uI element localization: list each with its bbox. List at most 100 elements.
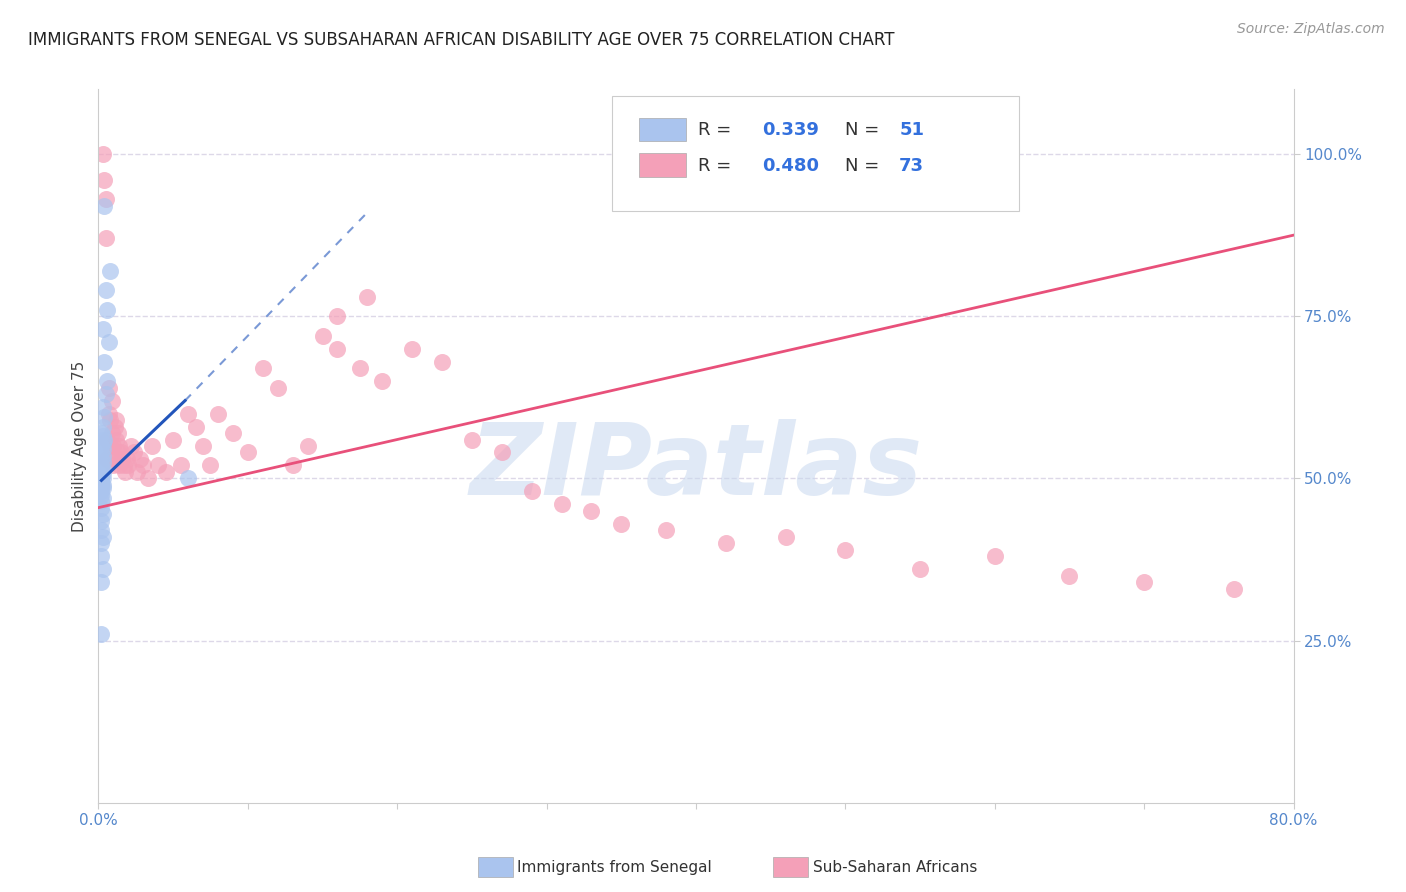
Point	[117, 458, 139, 473]
Point	[356, 290, 378, 304]
Text: 0.480: 0.480	[762, 157, 818, 175]
Point	[162, 433, 184, 447]
Point	[120, 439, 142, 453]
Point	[90, 500, 112, 515]
Point	[93, 433, 115, 447]
Point	[90, 425, 112, 440]
Point	[91, 455, 114, 469]
Point	[90, 475, 112, 489]
Point	[97, 335, 120, 350]
Point	[90, 465, 112, 479]
Point	[90, 549, 112, 564]
FancyBboxPatch shape	[613, 96, 1018, 211]
Point	[110, 445, 132, 459]
Point	[1059, 568, 1081, 582]
Point	[91, 147, 114, 161]
Point	[105, 433, 128, 447]
Point	[100, 413, 122, 427]
Point	[132, 458, 155, 473]
Point	[326, 310, 349, 324]
Point	[100, 264, 122, 278]
Text: IMMIGRANTS FROM SENEGAL VS SUBSAHARAN AFRICAN DISABILITY AGE OVER 75 CORRELATION: IMMIGRANTS FROM SENEGAL VS SUBSAHARAN AF…	[28, 31, 894, 49]
Point	[90, 536, 112, 550]
Point	[103, 458, 125, 473]
Point	[94, 231, 117, 245]
Text: ZIPatlas: ZIPatlas	[470, 419, 922, 516]
Point	[90, 439, 112, 453]
Point	[90, 478, 112, 492]
Point	[96, 302, 118, 317]
Point	[520, 484, 543, 499]
Point	[91, 530, 114, 544]
Point	[984, 549, 1007, 564]
Point	[107, 445, 129, 459]
Point	[90, 473, 112, 487]
Point	[148, 458, 170, 473]
Point	[136, 471, 159, 485]
Point	[103, 439, 125, 453]
Text: 73: 73	[900, 157, 924, 175]
Point	[430, 354, 453, 368]
Point	[655, 524, 678, 538]
Point	[297, 439, 319, 453]
Point	[91, 419, 114, 434]
Point	[91, 461, 114, 475]
Point	[94, 387, 117, 401]
Point	[908, 562, 931, 576]
Point	[91, 400, 114, 414]
Point	[115, 452, 138, 467]
Point	[91, 322, 114, 336]
Point	[581, 504, 603, 518]
FancyBboxPatch shape	[638, 118, 686, 141]
Point	[349, 361, 371, 376]
Point	[90, 469, 112, 483]
Point	[141, 439, 163, 453]
Point	[155, 465, 177, 479]
Point	[107, 425, 129, 440]
Text: N =: N =	[845, 121, 886, 139]
Point	[100, 439, 122, 453]
Point	[101, 425, 124, 440]
Point	[114, 465, 136, 479]
Point	[90, 452, 112, 467]
Point	[714, 536, 737, 550]
Text: 51: 51	[900, 121, 924, 139]
Point	[93, 409, 115, 424]
Point	[108, 439, 131, 453]
Text: R =: R =	[699, 157, 737, 175]
Point	[91, 429, 114, 443]
Point	[371, 374, 394, 388]
Point	[834, 542, 856, 557]
Point	[105, 413, 128, 427]
Point	[281, 458, 304, 473]
Point	[169, 458, 191, 473]
Text: 0.339: 0.339	[762, 121, 818, 139]
Point	[127, 465, 149, 479]
Point	[207, 407, 229, 421]
Y-axis label: Disability Age Over 75: Disability Age Over 75	[72, 360, 87, 532]
Point	[177, 407, 200, 421]
Point	[90, 458, 112, 473]
Point	[610, 516, 633, 531]
Point	[91, 435, 114, 450]
Point	[96, 433, 118, 447]
Point	[129, 452, 152, 467]
Point	[491, 445, 513, 459]
Point	[94, 283, 117, 297]
Point	[775, 530, 797, 544]
Point	[326, 342, 349, 356]
Point	[90, 475, 112, 490]
Point	[90, 575, 112, 590]
Point	[91, 478, 114, 492]
Point	[91, 449, 114, 463]
Point	[236, 445, 259, 459]
Point	[90, 445, 112, 459]
Point	[267, 381, 290, 395]
Point	[112, 458, 135, 473]
Point	[461, 433, 484, 447]
Text: N =: N =	[845, 157, 886, 175]
Point	[184, 419, 207, 434]
Point	[111, 452, 134, 467]
Point	[90, 488, 112, 502]
Point	[93, 173, 115, 187]
